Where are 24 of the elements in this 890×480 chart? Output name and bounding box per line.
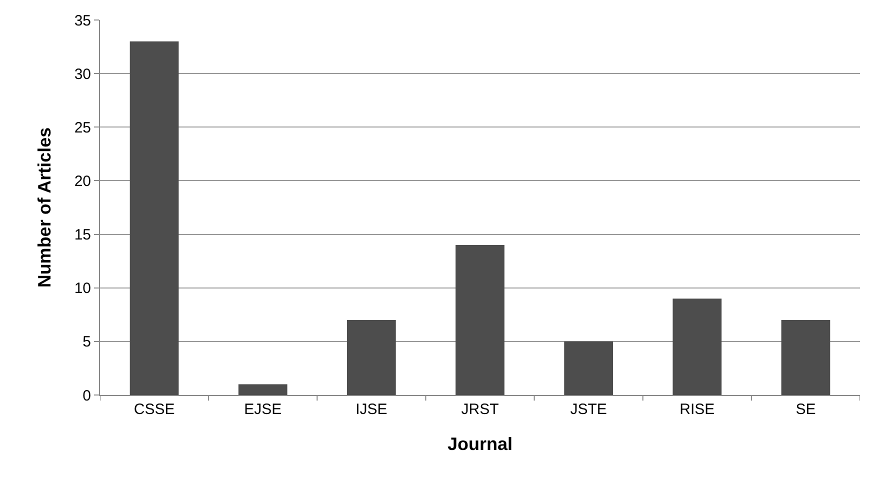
bar xyxy=(130,41,179,395)
bar xyxy=(238,384,288,395)
y-tick-label: 35 xyxy=(74,12,91,30)
y-tick-label: 10 xyxy=(74,280,91,298)
x-tick-label: SE xyxy=(796,401,816,418)
x-axis-title: Journal xyxy=(447,434,513,454)
y-axis-title: Number of Articles xyxy=(34,127,55,288)
bar xyxy=(564,341,613,395)
y-tick-label: 15 xyxy=(74,226,91,244)
bar xyxy=(781,320,830,395)
x-tick-label: RISE xyxy=(680,401,715,418)
bar xyxy=(347,320,396,395)
bar xyxy=(672,298,722,395)
y-tick-label: 25 xyxy=(74,119,91,136)
bar xyxy=(456,245,504,395)
y-tick-label: 5 xyxy=(82,334,91,351)
x-tick-label: EJSE xyxy=(244,401,282,418)
y-tick-label: 30 xyxy=(74,66,91,83)
x-tick-label: IJSE xyxy=(356,401,388,418)
x-tick-label: JSTE xyxy=(570,401,607,418)
x-tick-label: CSSE xyxy=(134,401,175,418)
y-tick-label: 20 xyxy=(74,172,91,190)
x-tick-label: JRST xyxy=(461,401,499,418)
y-tick-label: 0 xyxy=(82,387,91,404)
